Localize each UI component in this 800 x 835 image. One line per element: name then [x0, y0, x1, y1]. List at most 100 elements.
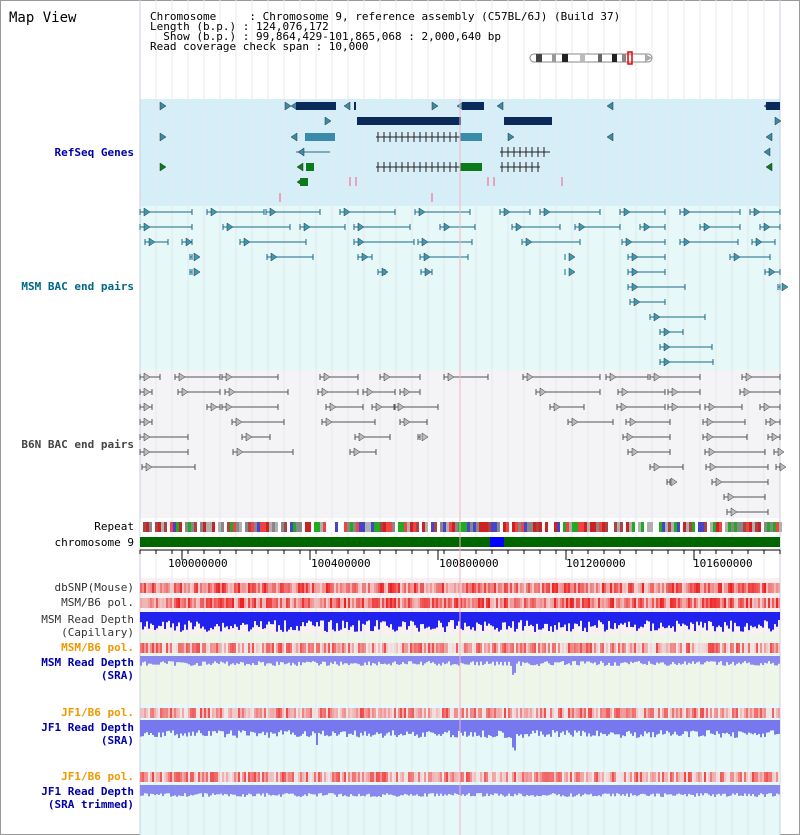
heat-cell — [392, 643, 394, 653]
heat-cell — [778, 583, 780, 593]
heat-cell — [544, 583, 546, 593]
depth-bar — [648, 785, 650, 797]
heat-cell — [274, 772, 276, 782]
heat-cell — [178, 643, 180, 653]
heat-cell — [370, 598, 372, 608]
depth-bar — [568, 656, 570, 664]
heat-cell — [650, 598, 652, 608]
b6n-bac-arrow — [526, 372, 534, 382]
heat-cell — [636, 598, 638, 608]
heat-cell — [682, 708, 684, 718]
heat-cell — [454, 772, 456, 782]
heat-cell — [274, 643, 276, 653]
depth-bar — [192, 656, 194, 666]
depth-bar — [258, 720, 260, 734]
depth-bar — [626, 656, 628, 663]
depth-bar — [766, 612, 768, 622]
heat-cell — [204, 598, 206, 608]
repeat-block — [440, 522, 443, 532]
depth-bar — [244, 612, 246, 625]
heat-cell — [694, 772, 696, 782]
heat-cell — [326, 772, 328, 782]
heat-cell — [330, 598, 332, 608]
heat-cell — [312, 583, 314, 593]
heat-cell — [598, 583, 600, 593]
heat-cell — [318, 708, 320, 718]
heat-cell — [700, 772, 702, 782]
depth-bar — [464, 612, 466, 623]
heat-cell — [396, 583, 398, 593]
heat-cell — [656, 708, 658, 718]
depth-bar — [554, 720, 556, 733]
depth-bar — [540, 612, 542, 630]
heat-cell — [408, 583, 410, 593]
heat-cell — [372, 772, 374, 782]
heat-cell — [702, 583, 704, 593]
depth-bar — [656, 785, 658, 794]
depth-bar — [726, 656, 728, 663]
heat-cell — [264, 772, 266, 782]
heat-cell — [316, 583, 318, 593]
depth-bar — [732, 785, 734, 794]
heat-cell — [416, 598, 418, 608]
depth-bar — [546, 656, 548, 662]
heat-cell — [402, 598, 404, 608]
depth-bar — [454, 720, 456, 738]
depth-bar — [224, 656, 226, 664]
depth-bar — [400, 785, 402, 796]
heat-cell — [244, 708, 246, 718]
depth-bar — [526, 612, 528, 621]
heat-cell — [686, 583, 688, 593]
heat-cell — [414, 643, 416, 653]
depth-bar — [182, 612, 184, 631]
heat-cell — [736, 708, 738, 718]
heat-cell — [484, 708, 486, 718]
heat-cell — [644, 598, 646, 608]
heat-cell — [578, 772, 580, 782]
depth-bar — [360, 612, 362, 632]
depth-bar — [648, 720, 650, 733]
depth-bar — [644, 656, 646, 664]
depth-bar — [256, 785, 258, 794]
depth-bar — [468, 720, 470, 736]
heat-cell — [216, 583, 218, 593]
heat-cell — [448, 708, 450, 718]
heat-cell — [640, 772, 642, 782]
heat-cell — [746, 598, 748, 608]
heat-cell — [398, 643, 400, 653]
depth-bar — [476, 612, 478, 623]
depth-bar — [268, 612, 270, 622]
heat-cell — [740, 598, 742, 608]
heat-cell — [596, 708, 598, 718]
depth-bar — [758, 612, 760, 625]
depth-bar — [422, 785, 424, 797]
heat-cell — [394, 643, 396, 653]
depth-bar — [292, 656, 294, 663]
heat-cell — [520, 772, 522, 782]
depth-bar — [434, 612, 436, 629]
heat-cell — [254, 598, 256, 608]
heat-cell — [600, 643, 602, 653]
heat-cell — [372, 583, 374, 593]
heat-cell — [336, 598, 338, 608]
heat-cell — [166, 598, 168, 608]
depth-bar — [492, 720, 494, 738]
heat-cell — [248, 772, 250, 782]
heat-cell — [156, 772, 158, 782]
heat-cell — [252, 772, 254, 782]
heat-cell — [570, 583, 572, 593]
heat-tracks — [140, 583, 780, 782]
depth-bar — [246, 656, 248, 664]
heat-cell — [714, 708, 716, 718]
heat-cell — [748, 772, 750, 782]
heat-cell — [438, 598, 440, 608]
b6n-bac-arrow — [143, 432, 151, 442]
depth-bar — [576, 612, 578, 624]
repeat-block — [386, 522, 389, 532]
depth-bar — [282, 612, 284, 632]
heat-cell — [470, 772, 472, 782]
depth-bar — [394, 785, 396, 796]
heat-cell — [734, 643, 736, 653]
heat-cell — [426, 598, 428, 608]
heat-cell — [484, 583, 486, 593]
